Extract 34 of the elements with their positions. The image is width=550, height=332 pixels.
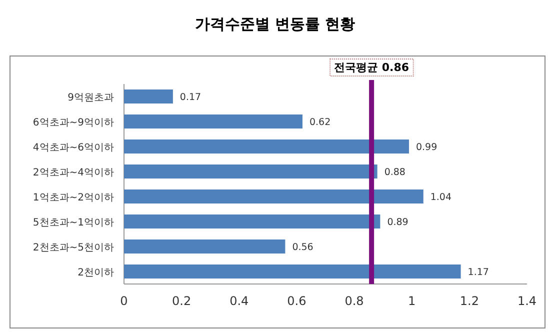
data-label: 0.17 [180, 92, 202, 103]
data-label: 0.56 [292, 242, 314, 253]
data-label: 0.99 [416, 142, 438, 153]
y-tick-label: 2천이하 [78, 268, 114, 278]
x-tick-label: 0.6 [287, 294, 306, 308]
data-label: 0.89 [387, 217, 408, 228]
bar [124, 214, 380, 228]
y-tick-label: 4억초과~6억이하 [32, 142, 114, 154]
x-tick-label: 0.2 [172, 294, 192, 308]
x-tick-label: 0.8 [344, 294, 364, 308]
y-tick-label: 5천초과~1억이하 [32, 218, 114, 228]
bar [124, 114, 302, 128]
y-tick-label: 2억초과~4억이하 [32, 168, 114, 178]
bar [124, 140, 409, 154]
data-label: 0.62 [309, 117, 331, 128]
y-tick-label: 6억초과~9억이하 [32, 118, 114, 128]
bar [124, 90, 173, 104]
data-label: 1.17 [468, 267, 489, 278]
bar [124, 190, 424, 204]
x-tick-label: 1.4 [517, 294, 537, 308]
x-tick-label: 0 [120, 294, 128, 308]
data-label: 1.04 [430, 192, 452, 203]
bar [124, 264, 461, 278]
y-tick-label: 1억초과~2억이하 [32, 192, 114, 204]
x-tick-label: 0.4 [230, 294, 249, 308]
data-label: 0.88 [384, 167, 406, 178]
chart-title: 가격수준별 변동률 현황 [194, 15, 356, 33]
y-tick-label: 2천초과~5천이하 [32, 242, 114, 254]
x-tick-label: 1 [408, 294, 416, 308]
bar [124, 240, 286, 254]
bar [124, 164, 378, 178]
ref-line-label: 전국평균 0.86 [334, 61, 410, 74]
y-tick-label: 9억원초과 [68, 92, 114, 104]
x-tick-label: 1.2 [460, 294, 479, 308]
